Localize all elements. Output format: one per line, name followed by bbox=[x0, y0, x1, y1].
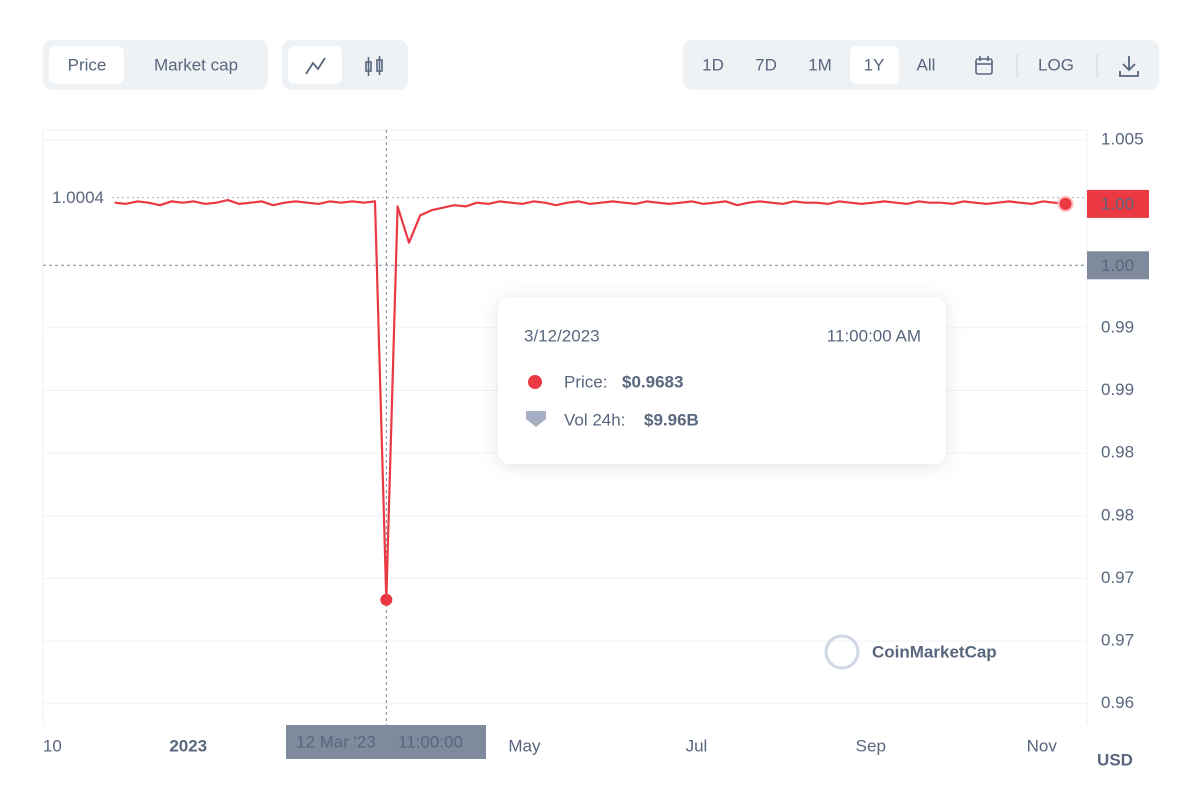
tooltip-price-label: Price: bbox=[564, 372, 607, 391]
last-price-label: 1.00 bbox=[1101, 194, 1134, 213]
crosshair-x-badge bbox=[286, 725, 486, 759]
line-chart-icon[interactable] bbox=[305, 57, 326, 75]
reference-label: 1.0004 bbox=[52, 188, 104, 207]
crosshair-y-label: 1.00 bbox=[1101, 256, 1134, 275]
x-tick-label: Sep bbox=[856, 736, 886, 755]
range-toggle bbox=[683, 40, 1159, 90]
tooltip-volume-label: Vol 24h: bbox=[564, 410, 625, 429]
active-pill bbox=[850, 46, 899, 84]
x-tick-label: Jul bbox=[686, 736, 708, 755]
price-line bbox=[114, 199, 1066, 601]
market-cap-tab[interactable]: Market cap bbox=[154, 55, 238, 74]
active-pill bbox=[49, 46, 124, 84]
x-tick-label: 10 bbox=[43, 736, 62, 755]
candle-chart-icon[interactable] bbox=[365, 56, 383, 76]
y-tick-label: 0.99 bbox=[1101, 317, 1134, 336]
download-icon[interactable] bbox=[1119, 56, 1139, 77]
last-point bbox=[1057, 195, 1074, 212]
currency-label: USD bbox=[1097, 750, 1133, 769]
y-tick-label: 0.99 bbox=[1101, 380, 1134, 399]
tooltip-price-dot bbox=[528, 375, 542, 389]
y-tick-label: 0.97 bbox=[1101, 568, 1134, 587]
tooltip-price: $0.9683 bbox=[622, 372, 683, 391]
y-tick-label: 0.96 bbox=[1101, 693, 1134, 712]
tooltip-volume: $9.96B bbox=[644, 410, 699, 429]
x-tick-label: Nov bbox=[1027, 736, 1058, 755]
x-tick-label: 2023 bbox=[169, 736, 207, 755]
price-tab[interactable]: Price bbox=[68, 55, 107, 74]
range-button[interactable]: All bbox=[917, 55, 936, 74]
y-tick-label: 0.98 bbox=[1101, 443, 1134, 462]
range-button[interactable]: 1Y bbox=[864, 55, 885, 74]
tooltip-volume-icon bbox=[526, 411, 546, 427]
range-button[interactable]: 7D bbox=[755, 55, 777, 74]
x-tick-label: May bbox=[508, 736, 541, 755]
tooltip-date: 3/12/2023 bbox=[524, 326, 600, 345]
tooltip-time: 11:00:00 AM bbox=[827, 326, 921, 345]
tooltip bbox=[498, 297, 946, 464]
range-button[interactable]: 1M bbox=[808, 55, 832, 74]
hover-point bbox=[380, 593, 393, 606]
crosshair-y-badge bbox=[1087, 251, 1149, 280]
y-tick-label: 0.97 bbox=[1101, 631, 1134, 650]
crosshair-x-date: 12 Mar '23 bbox=[296, 732, 376, 751]
watermark-logo bbox=[824, 634, 860, 670]
watermark: CoinMarketCap bbox=[872, 642, 997, 661]
log-button[interactable]: LOG bbox=[1038, 55, 1074, 74]
calendar-icon[interactable] bbox=[975, 56, 993, 75]
crosshair-x-time: 11:00:00 bbox=[398, 732, 463, 751]
range-button[interactable]: 1D bbox=[702, 55, 724, 74]
y-tick-label: 1.005 bbox=[1101, 130, 1144, 149]
last-price-badge bbox=[1087, 189, 1149, 218]
y-tick-label: 0.98 bbox=[1101, 505, 1134, 524]
